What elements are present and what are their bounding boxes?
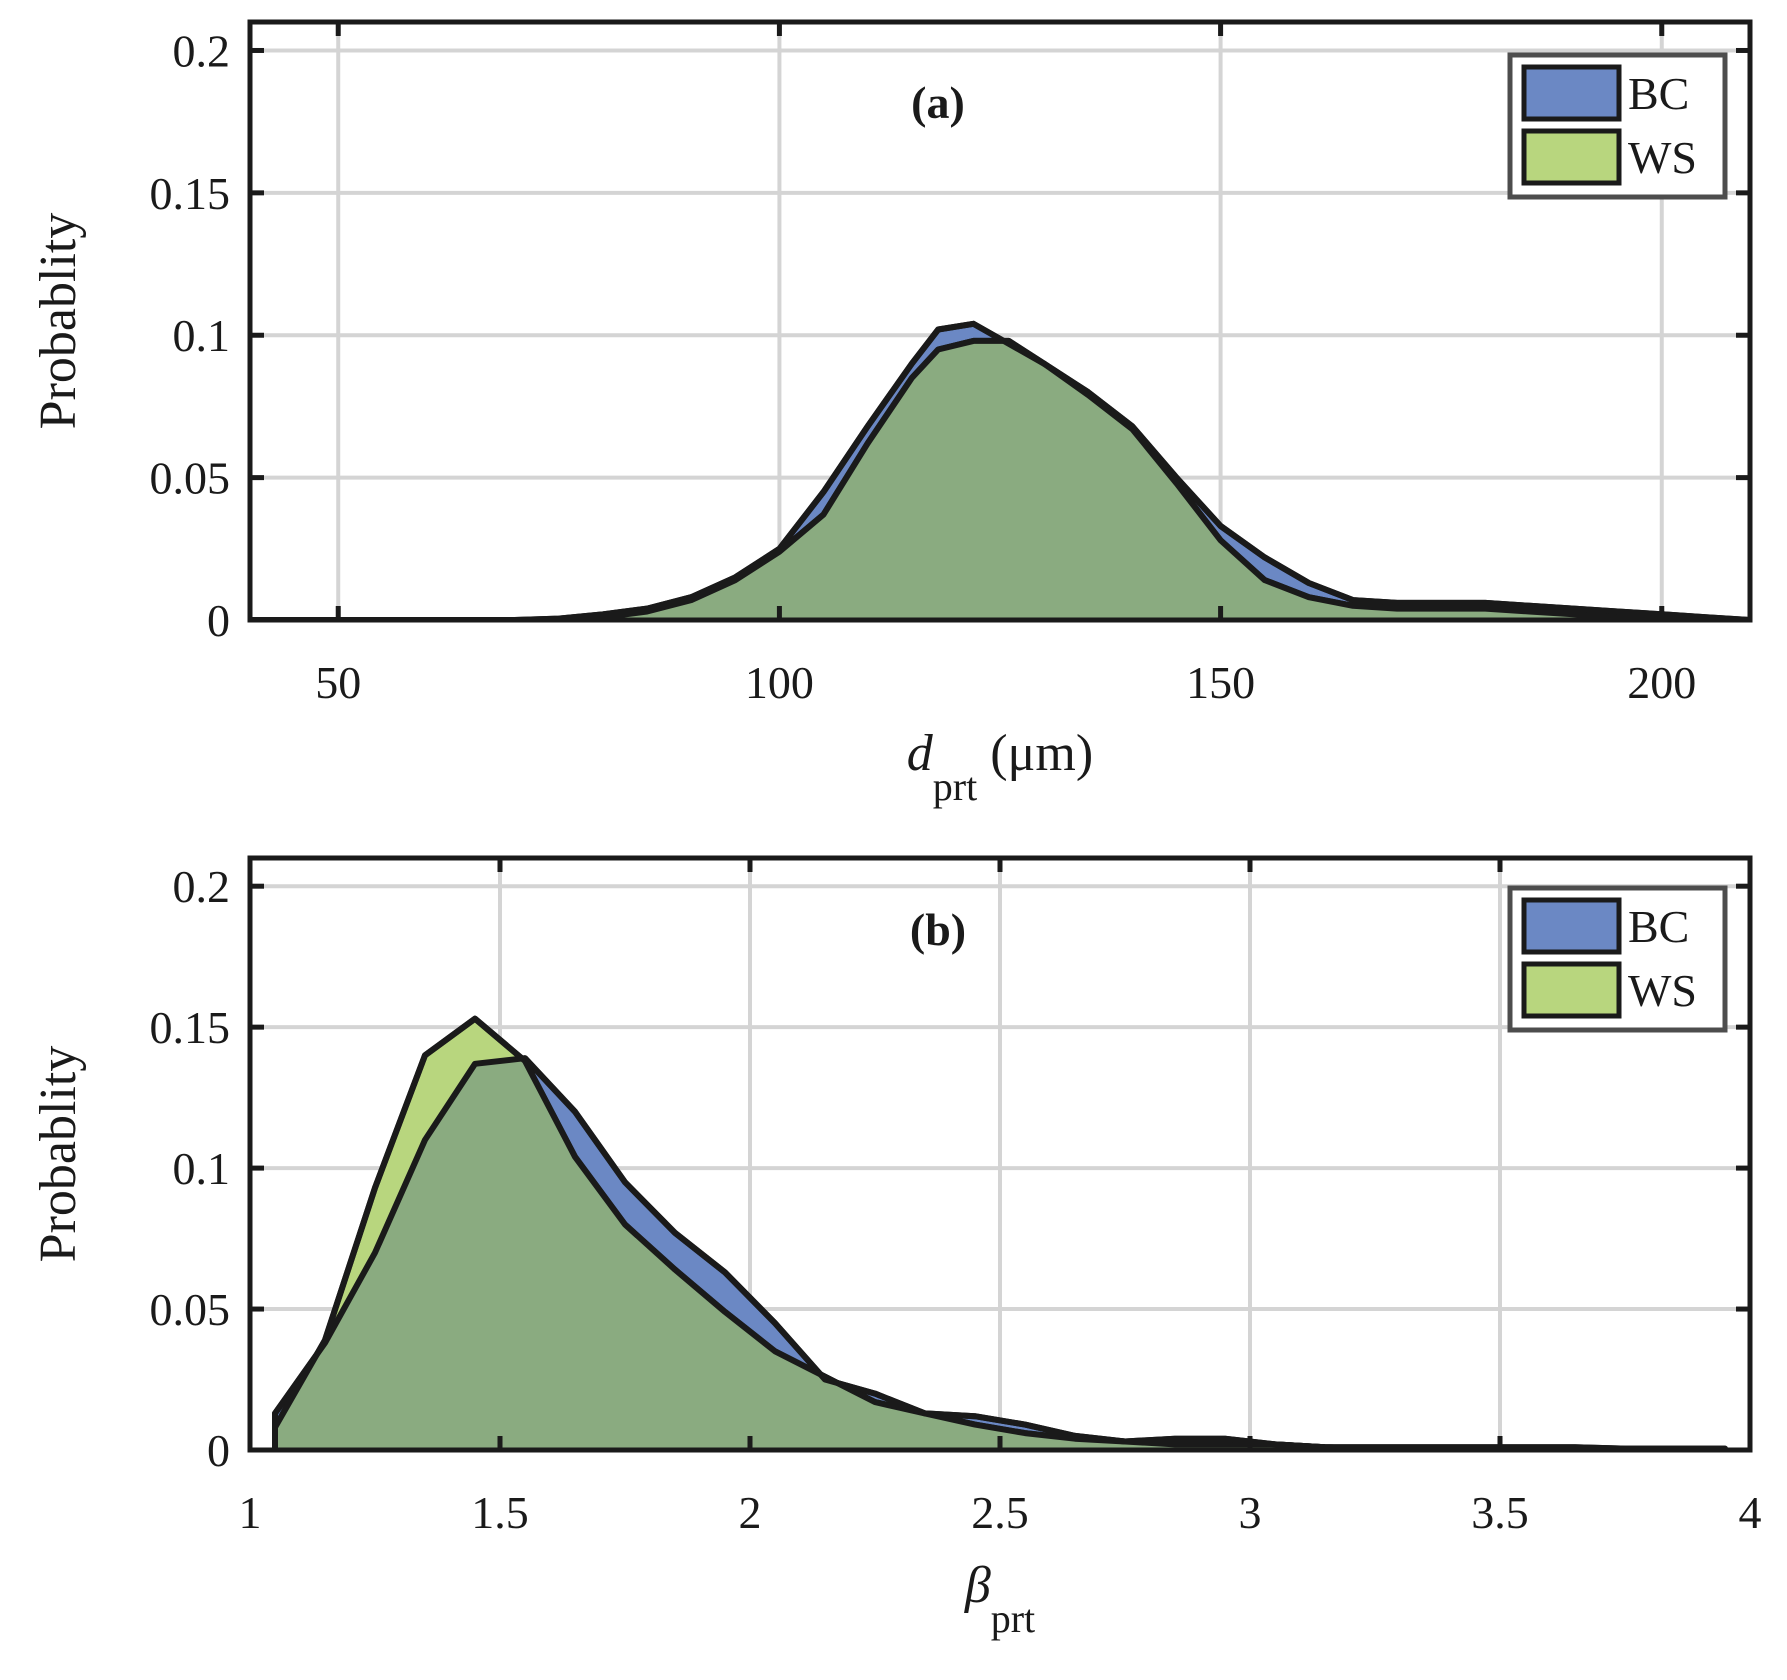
x-tick-label: 1	[239, 1487, 262, 1538]
x-tick-label: 150	[1186, 657, 1255, 708]
panel-a: 50 100 150 200 0 0.05 0.1 0.15 0.2 Probablity dprt…	[30, 19, 1753, 809]
y-tick-label: 0	[207, 1425, 230, 1476]
series-overlap-area	[275, 1058, 1725, 1450]
y-tick-label: 0.05	[150, 453, 231, 504]
panel-label: (a)	[911, 77, 965, 128]
x-axis-label-subscript: prt	[933, 764, 977, 809]
axes-box	[247, 19, 1753, 623]
x-axis-label-unit: (μm)	[977, 725, 1093, 782]
x-tick-label: 2.5	[971, 1487, 1029, 1538]
legend-label-ws: WS	[1628, 132, 1697, 183]
series-overlap-area	[250, 340, 1750, 620]
x-tick-label: 100	[745, 657, 814, 708]
y-tick-label: 0.2	[173, 861, 231, 912]
y-tick-label: 0.15	[150, 168, 231, 219]
legend-swatch-ws	[1521, 961, 1622, 1019]
x-axis-label-main: β	[964, 1557, 991, 1614]
overlap-group	[250, 340, 1750, 620]
legend-swatch-bc	[1521, 897, 1622, 955]
x-axis-label-main: d	[907, 725, 934, 782]
x-tick-label: 50	[315, 657, 361, 708]
x-axis-label: dprt (μm)	[907, 725, 1093, 809]
y-tick-label: 0.05	[150, 1284, 231, 1335]
y-tick-label: 0.1	[173, 1143, 231, 1194]
x-tick-label: 3	[1239, 1487, 1262, 1538]
x-tick-label: 2	[739, 1487, 762, 1538]
legend-swatch-ws	[1521, 128, 1622, 186]
legend-label-bc: BC	[1628, 68, 1689, 119]
overlap-group	[275, 1058, 1725, 1450]
x-tick-label: 3.5	[1471, 1487, 1529, 1538]
y-axis-label: Probablity	[30, 213, 87, 430]
x-axis-label: βprt	[964, 1557, 1035, 1641]
x-axis-label-subscript: prt	[991, 1596, 1035, 1641]
y-tick-label: 0.1	[173, 310, 231, 361]
x-tick-label: 200	[1627, 657, 1696, 708]
y-tick-label: 0.15	[150, 1002, 231, 1053]
legend-label-bc: BC	[1628, 901, 1689, 952]
y-tick-label: 0	[207, 595, 230, 646]
panel-b: 1 1.5 2 2.5 3 3.5 4 0 0.05 0.1 0.15 0.2 Probablity βp…	[30, 855, 1762, 1641]
legend-swatch-bc	[1521, 64, 1622, 122]
area-series-group	[250, 320, 1750, 620]
series-ws-line	[250, 337, 1750, 620]
panel-label: (b)	[910, 904, 966, 955]
y-axis-label: Probablity	[30, 1046, 87, 1263]
y-tick-label: 0.2	[173, 25, 231, 76]
x-tick-label: 4	[1739, 1487, 1762, 1538]
x-tick-label: 1.5	[471, 1487, 529, 1538]
legend-label-ws: WS	[1628, 965, 1697, 1016]
